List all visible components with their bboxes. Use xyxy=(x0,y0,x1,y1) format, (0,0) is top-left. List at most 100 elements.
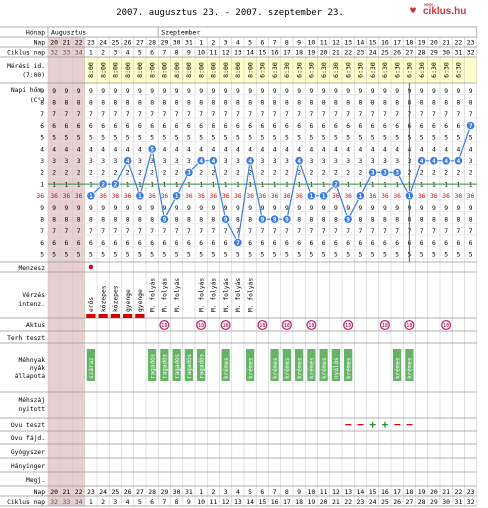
temp-cell-digit: 4 xyxy=(309,146,313,153)
cycle-day-number-bottom: 4 xyxy=(126,498,130,506)
cycle-day-number: 11 xyxy=(209,49,217,57)
column-bg xyxy=(219,27,232,506)
temp-cell-digit: 6 xyxy=(456,123,460,130)
temp-cell-digit: 9 xyxy=(358,205,362,212)
cycle-day-number: 22 xyxy=(344,49,352,57)
temperature-point[interactable]: 7 xyxy=(466,121,476,131)
temperature-point[interactable]: 4 xyxy=(294,156,304,166)
temp-cell-digit: 4 xyxy=(358,146,362,153)
temp-cell-digit: 8 xyxy=(334,217,338,224)
temp-cell-digit: 6 xyxy=(224,240,228,247)
measure-bg xyxy=(207,57,220,83)
temperature-point[interactable]: 4 xyxy=(417,156,427,166)
temp-cell-digit: 6 xyxy=(260,123,264,130)
measure-bg xyxy=(48,57,61,83)
bleeding-text: gyenge xyxy=(125,289,132,312)
temperature-point[interactable]: 4 xyxy=(453,156,463,166)
day-number-bottom: 21 xyxy=(62,488,70,496)
temperature-point[interactable]: 3 xyxy=(184,167,194,177)
temperature-point[interactable]: 4 xyxy=(208,156,218,166)
temperature-point[interactable]: 1 xyxy=(404,191,414,201)
temp-cell-digit: 6 xyxy=(199,240,203,247)
label-measure-time-note: (7:00) xyxy=(22,72,45,79)
temp-cell-digit: 9 xyxy=(113,205,117,212)
temp-cell-digit: 36 xyxy=(295,193,303,200)
temperature-point[interactable]: 2 xyxy=(110,179,120,189)
temperature-point[interactable]: 9 xyxy=(270,214,280,224)
temperature-point[interactable]: 7 xyxy=(233,238,243,248)
temp-cell-digit: 5 xyxy=(322,135,326,142)
temp-cell-digit: 7 xyxy=(444,111,448,118)
temperature-point[interactable]: 2 xyxy=(331,179,341,189)
temp-cell-digit: 5 xyxy=(456,252,460,259)
temperature-point[interactable]: 4 xyxy=(245,156,255,166)
site-logo[interactable]: ciklus.hu xyxy=(423,6,466,17)
temp-cell-digit: 9 xyxy=(322,205,326,212)
temp-cell-digit: 3 xyxy=(383,158,387,165)
temperature-point[interactable]: 1 xyxy=(172,191,182,201)
temp-cell-digit: 6 xyxy=(113,123,117,130)
label-measure-time: Mérési id. xyxy=(7,62,45,70)
temp-cell-digit: 4 xyxy=(126,146,130,153)
temperature-point[interactable]: 5 xyxy=(147,144,157,154)
label-cycle-day-bottom: Ciklus nap xyxy=(7,499,45,506)
column-bg xyxy=(391,27,404,506)
measure-time: 8:00 xyxy=(197,62,205,78)
svg-text:18: 18 xyxy=(345,323,351,329)
day-number-bottom: 1 xyxy=(199,488,203,496)
temp-cell-digit: 6 xyxy=(101,240,105,247)
temp-cell-digit: 8 xyxy=(432,100,436,107)
temp-cell-digit: 7 xyxy=(371,228,375,235)
temp-cell-digit: 5 xyxy=(309,252,313,259)
temp-cell-digit: 7 xyxy=(383,111,387,118)
temp-cell-digit: 4 xyxy=(444,146,448,153)
temp-cell-digit: 36 xyxy=(75,193,83,200)
temp-scale-label: 9 xyxy=(40,88,44,95)
temp-cell-digit: 7 xyxy=(248,111,252,118)
temperature-point[interactable]: 2 xyxy=(98,179,108,189)
label-temp-unit: (C°) xyxy=(30,96,45,104)
column-bg xyxy=(97,27,110,506)
measure-bg xyxy=(305,57,318,83)
temperature-point[interactable]: 9 xyxy=(221,214,231,224)
temperature-point[interactable]: 9 xyxy=(257,214,267,224)
temp-cell-digit: 6 xyxy=(211,240,215,247)
temperature-point[interactable]: 1 xyxy=(86,191,96,201)
bleeding-text: erős xyxy=(86,297,95,312)
temp-cell-digit: 4 xyxy=(432,146,436,153)
temp-cell-digit: 1 xyxy=(273,181,277,188)
temp-cell-digit: 8 xyxy=(297,217,301,224)
temperature-point[interactable]: 3 xyxy=(380,167,390,177)
temp-cell-digit: 8 xyxy=(138,100,142,107)
temperature-point[interactable]: 4 xyxy=(123,156,133,166)
temp-cell-digit: 1 xyxy=(309,181,313,188)
temperature-point[interactable]: 4 xyxy=(196,156,206,166)
temperature-point[interactable]: 1 xyxy=(135,191,145,201)
temperature-point[interactable]: 3 xyxy=(392,167,402,177)
temperature-point[interactable]: 1 xyxy=(355,191,365,201)
cervix-mucus-text: krémes xyxy=(284,357,291,379)
temperature-point[interactable]: 4 xyxy=(429,156,439,166)
temperature-point[interactable]: 1 xyxy=(306,191,316,201)
bleeding-bar xyxy=(98,314,108,318)
measure-time: 6:30 xyxy=(259,62,267,78)
temp-cell-digit: 8 xyxy=(285,100,289,107)
day-number: 19 xyxy=(418,39,426,47)
cycle-day-number: 10 xyxy=(197,49,205,57)
temp-cell-digit: 5 xyxy=(126,252,130,259)
temperature-point[interactable]: 3 xyxy=(368,167,378,177)
temp-cell-digit: 9 xyxy=(138,88,142,95)
temperature-point-label: 4 xyxy=(248,158,252,165)
bleeding-text: közepes xyxy=(113,285,120,312)
temperature-point[interactable]: 9 xyxy=(159,214,169,224)
temperature-point[interactable]: 9 xyxy=(343,214,353,224)
temp-cell-digit: 7 xyxy=(236,228,240,235)
temp-cell-digit: 8 xyxy=(420,217,424,224)
cervix-mucus-bar xyxy=(86,349,95,381)
bleeding-text: M. folyás xyxy=(222,278,230,312)
temperature-point[interactable]: 4 xyxy=(441,156,451,166)
temperature-point[interactable]: 9 xyxy=(282,214,292,224)
label-bleeding-intensity: intenz. xyxy=(18,301,45,308)
ov-test-result: + xyxy=(369,418,376,431)
temperature-point[interactable]: 1 xyxy=(319,191,329,201)
